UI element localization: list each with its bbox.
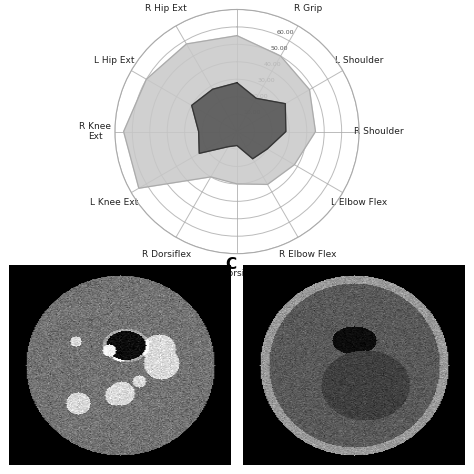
Text: C: C: [225, 257, 236, 272]
Polygon shape: [124, 36, 316, 188]
Polygon shape: [191, 83, 286, 159]
